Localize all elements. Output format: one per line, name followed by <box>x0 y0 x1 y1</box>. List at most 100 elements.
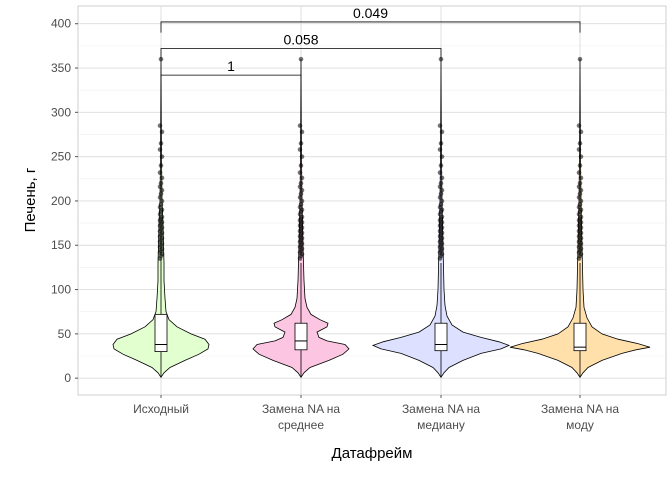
outlier-point <box>159 188 165 193</box>
outlier-point <box>437 147 443 152</box>
outlier-point <box>577 141 583 146</box>
outlier-point <box>157 184 163 190</box>
violin-group <box>112 56 210 379</box>
outlier-point <box>437 195 443 200</box>
x-tick-label: Замена NA на <box>541 402 619 416</box>
outlier-point <box>158 163 164 168</box>
outlier-point <box>158 180 164 186</box>
x-tick-label: Замена NA на <box>262 402 340 416</box>
outlier-point <box>157 123 163 128</box>
outlier-point <box>159 175 165 181</box>
x-tick-label: медиану <box>417 418 465 432</box>
outlier-point <box>299 154 305 159</box>
y-tick-label: 250 <box>51 150 71 164</box>
x-tick-label: Замена NA на <box>402 402 480 416</box>
outlier-point <box>157 147 163 152</box>
outlier-point <box>158 141 164 146</box>
outlier-point <box>439 188 445 193</box>
outlier-point <box>299 198 305 204</box>
violin-group <box>371 56 511 379</box>
outlier-point <box>298 191 304 197</box>
outlier-point <box>159 198 165 204</box>
outlier-point <box>577 180 583 186</box>
x-tick-label: среднее <box>278 418 324 432</box>
outlier-point <box>298 163 304 168</box>
outlier-point <box>577 163 583 168</box>
outlier-point <box>299 129 305 135</box>
violin-group <box>252 56 350 379</box>
outlier-point <box>298 141 304 146</box>
y-tick-label: 200 <box>51 194 71 208</box>
outlier-point <box>578 188 584 193</box>
significance-bracket: 0.049 <box>160 5 581 33</box>
x-axis-title: Датафрейм <box>332 445 413 462</box>
bracket-line <box>160 48 442 60</box>
outlier-point <box>437 123 443 128</box>
y-tick-label: 350 <box>51 61 71 75</box>
outlier-point <box>159 129 165 135</box>
box-iqr <box>154 313 168 352</box>
p-value-label: 0.049 <box>353 5 388 21</box>
outlier-point <box>297 170 303 175</box>
outlier-point <box>578 198 584 204</box>
outlier-point <box>298 180 304 186</box>
y-tick-label: 50 <box>58 327 72 341</box>
box-iqr <box>573 322 587 352</box>
outlier-point <box>438 163 444 168</box>
outlier-point <box>297 184 303 190</box>
outlier-point <box>157 195 163 200</box>
outlier-point <box>297 195 303 200</box>
outlier-point <box>576 195 582 200</box>
outlier-point <box>576 184 582 190</box>
outlier-point <box>437 184 443 190</box>
outlier-point <box>159 154 165 159</box>
y-tick-label: 100 <box>51 283 71 297</box>
outlier-point <box>439 129 445 135</box>
outlier-point <box>438 202 444 207</box>
y-tick-label: 300 <box>51 105 71 119</box>
violins <box>112 56 651 379</box>
outlier-point <box>438 141 444 146</box>
p-value-label: 0.058 <box>283 32 318 48</box>
outlier-point <box>577 191 583 197</box>
outlier-point <box>577 56 583 62</box>
outlier-point <box>297 147 303 152</box>
violin-group <box>509 56 651 379</box>
y-tick-label: 400 <box>51 17 71 31</box>
outlier-point <box>438 191 444 197</box>
significance-bracket: 0.058 <box>160 32 442 60</box>
outlier-point <box>578 154 584 159</box>
outlier-point <box>298 202 304 207</box>
outlier-point <box>439 154 445 159</box>
bracket-line <box>160 21 581 33</box>
x-tick-label: моду <box>566 418 594 432</box>
x-tick-label: Исходный <box>133 402 189 416</box>
p-value-label: 1 <box>227 58 235 74</box>
significance-bracket: 1 <box>160 58 302 86</box>
bracket-line <box>160 74 302 86</box>
significance-brackets: 1 0.058 0.049 <box>160 5 581 86</box>
outlier-point <box>578 129 584 135</box>
y-axis-title: Печень, г <box>22 167 39 232</box>
outlier-point <box>297 123 303 128</box>
outlier-point <box>439 198 445 204</box>
y-axis-ticks: 0 50 100 150 200 250 300 350 400 <box>51 17 78 385</box>
outlier-point <box>439 175 445 181</box>
outlier-point <box>438 180 444 186</box>
outlier-point <box>157 170 163 175</box>
x-axis-ticks: Исходный Замена NA на среднее Замена NA на м… <box>133 395 619 432</box>
outlier-point <box>576 123 582 128</box>
outlier-point <box>437 170 443 175</box>
outlier-point <box>576 170 582 175</box>
outlier-point <box>299 175 305 181</box>
outlier-point <box>578 175 584 181</box>
box-iqr <box>434 322 448 352</box>
outlier-point <box>576 147 582 152</box>
outlier-point <box>158 202 164 207</box>
y-tick-label: 150 <box>51 238 71 252</box>
outlier-point <box>298 56 304 62</box>
outlier-point <box>577 202 583 207</box>
outlier-point <box>299 188 305 193</box>
y-tick-label: 0 <box>64 371 71 385</box>
